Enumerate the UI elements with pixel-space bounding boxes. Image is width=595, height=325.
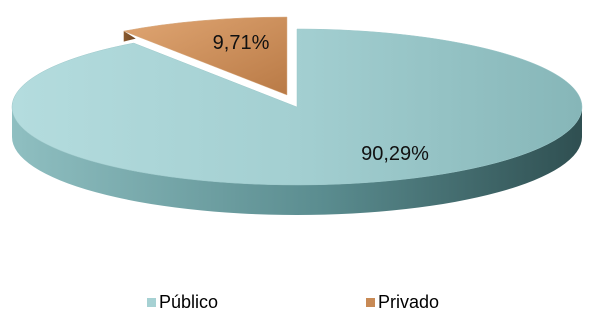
legend-label-privado: Privado xyxy=(378,292,440,312)
slice-publico xyxy=(11,28,583,186)
slice-privado xyxy=(122,16,288,96)
pie-chart: 90,29% 9,71% xyxy=(11,16,583,215)
data-label-privado: 9,71% xyxy=(213,32,270,54)
legend-item-publico: Público xyxy=(147,292,218,313)
legend-swatch-publico xyxy=(147,298,156,307)
legend-swatch-privado xyxy=(366,298,375,307)
slice-side-publico xyxy=(12,107,582,215)
data-label-publico: 90,29% xyxy=(361,143,429,165)
legend-label-publico: Público xyxy=(159,292,219,312)
slice-side-privado xyxy=(123,31,136,42)
legend-item-privado: Privado xyxy=(366,292,439,313)
